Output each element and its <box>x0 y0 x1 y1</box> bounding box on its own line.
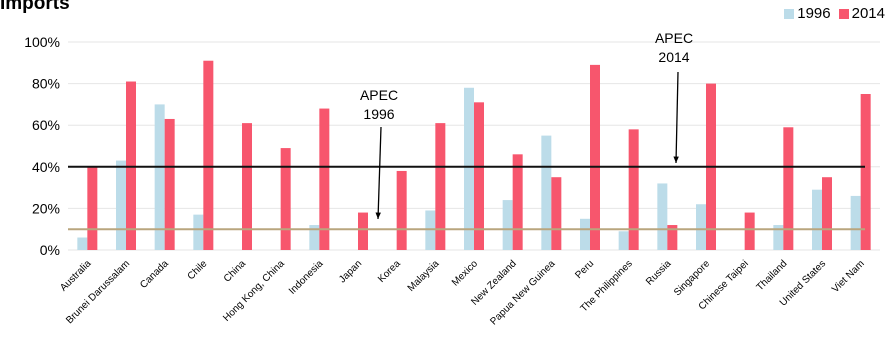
bar-1996 <box>193 214 204 250</box>
bar-1996 <box>657 183 668 250</box>
apec-1996-label-line1: APEC <box>359 87 399 103</box>
bar-1996 <box>116 160 126 250</box>
bar-2014 <box>551 177 562 250</box>
bar-2014 <box>319 108 330 250</box>
apec-1996-label-line2: 1996 <box>363 106 395 122</box>
bar-2014 <box>590 64 600 250</box>
apec-2014-arrow-head <box>673 156 679 163</box>
x-tick-label: Indonesia <box>287 258 326 297</box>
y-tick-label: 20% <box>32 200 60 216</box>
bar-2014 <box>822 177 832 250</box>
bar-1996 <box>580 218 590 250</box>
apec-2014-label-line1: APEC <box>654 30 694 46</box>
x-tick-label: Malaysia <box>406 258 442 294</box>
x-tick-label: Thailand <box>755 258 790 293</box>
y-tick-label: 80% <box>32 76 60 92</box>
x-tick-label: Chile <box>186 258 210 282</box>
bar-1996 <box>464 87 474 250</box>
bar-2014 <box>87 166 98 250</box>
bar-2014 <box>203 60 214 250</box>
bar-1996 <box>154 104 165 251</box>
legend-label-1996: 1996 <box>797 5 831 22</box>
bar-2014 <box>126 81 136 251</box>
x-tick-label: Papua New Guinea <box>488 258 557 327</box>
bar-1996 <box>502 200 513 250</box>
bar-2014 <box>744 212 755 250</box>
x-tick-label: Canada <box>138 258 171 291</box>
y-tick-label: 100% <box>24 34 60 50</box>
bar-2014 <box>667 225 678 250</box>
x-tick-label: Russia <box>644 258 674 288</box>
bar-2014 <box>512 154 523 250</box>
bar-2014 <box>860 94 871 250</box>
bar-1996 <box>850 195 861 250</box>
legend-swatch-1996 <box>784 8 795 19</box>
apec-1996-annotation: APEC 1996 <box>351 86 407 124</box>
bar-2014 <box>164 118 175 251</box>
legend-swatch-2014 <box>838 8 849 19</box>
bar-1996 <box>773 225 784 250</box>
x-tick-label: Singapore <box>672 258 712 298</box>
chart-title: Imports <box>0 0 70 14</box>
x-tick-label: Viet Nam <box>830 258 867 295</box>
bar-2014 <box>242 123 252 250</box>
x-tick-label: Mexico <box>450 258 480 288</box>
y-tick-label: 40% <box>32 159 60 175</box>
legend-label-2014: 2014 <box>851 5 885 22</box>
bar-2014 <box>358 212 368 250</box>
bar-1996 <box>812 189 822 250</box>
apec-2014-annotation: APEC 2014 <box>646 29 702 67</box>
bar-1996 <box>696 204 706 250</box>
bar-2014 <box>783 127 794 250</box>
y-tick-label: 60% <box>32 117 60 133</box>
legend: 1996 2014 <box>776 5 885 22</box>
bar-2014 <box>474 102 484 250</box>
apec-2014-arrow-shaft <box>675 71 679 164</box>
x-tick-label: Australia <box>58 258 94 294</box>
bar-2014 <box>435 123 446 250</box>
apec-1996-arrow-shaft <box>377 126 382 220</box>
x-tick-label: Korea <box>376 258 403 285</box>
apec-1996-arrow-head <box>375 212 381 219</box>
x-tick-label: Peru <box>573 258 596 281</box>
bar-1996 <box>309 225 320 250</box>
bar-1996 <box>541 135 552 250</box>
bar-2014 <box>396 170 407 250</box>
x-tick-label: Japan <box>337 258 364 285</box>
bar-2014 <box>628 129 639 250</box>
bar-1996 <box>77 237 88 250</box>
x-tick-label: China <box>222 258 249 285</box>
y-tick-label: 0% <box>40 242 60 258</box>
apec-2014-label-line2: 2014 <box>658 49 690 65</box>
bar-1996 <box>425 210 436 250</box>
bar-1996 <box>618 231 629 250</box>
bar-2014 <box>280 148 291 250</box>
